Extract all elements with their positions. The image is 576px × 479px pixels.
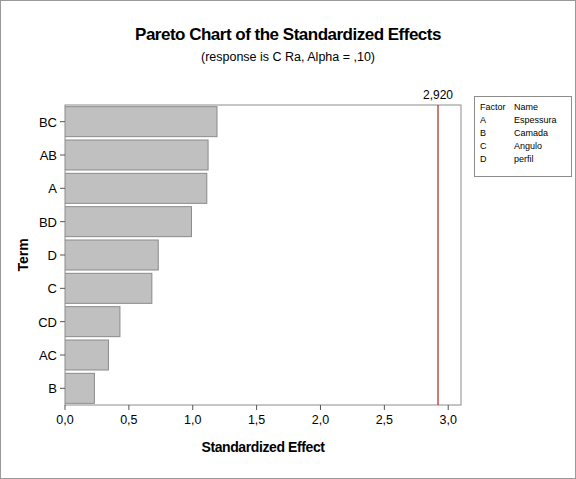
factor-table-header: Factor xyxy=(480,102,506,112)
bar xyxy=(65,373,94,403)
y-tick-label: C xyxy=(48,281,57,296)
bar xyxy=(65,307,120,337)
x-tick xyxy=(256,405,257,410)
chart: Pareto Chart of the Standardized Effects… xyxy=(0,0,576,479)
y-tick-label: BC xyxy=(39,115,57,130)
y-tick-label: CD xyxy=(38,315,57,330)
subtitle: (response is C Ra, Alpha = ,10) xyxy=(201,50,375,64)
x-tick-label: 2,0 xyxy=(312,413,329,427)
x-tick-label: 0,0 xyxy=(56,413,73,427)
factor-name: perfil xyxy=(514,154,534,164)
bar xyxy=(65,173,207,203)
title: Pareto Chart of the Standardized Effects xyxy=(135,25,441,44)
x-tick-label: 1,5 xyxy=(248,413,265,427)
y-tick-label: AC xyxy=(39,348,57,363)
x-tick xyxy=(65,405,66,410)
y-tick-label: BD xyxy=(39,215,57,230)
y-tick xyxy=(60,155,65,156)
y-axis-label: Term xyxy=(15,238,31,271)
factor-name: Angulo xyxy=(514,141,542,151)
y-tick xyxy=(60,355,65,356)
factor-name: Espessura xyxy=(514,115,557,125)
background xyxy=(1,1,576,479)
bar xyxy=(65,273,152,303)
x-tick-label: 0,5 xyxy=(120,413,137,427)
x-tick xyxy=(448,405,449,410)
x-tick-label: 1,0 xyxy=(184,413,201,427)
factor-code: A xyxy=(480,115,486,125)
reference-label: 2,920 xyxy=(423,88,453,102)
bar xyxy=(65,207,191,237)
bar xyxy=(65,340,108,370)
y-tick xyxy=(60,221,65,222)
x-axis-label: Standardized Effect xyxy=(201,439,325,455)
y-tick xyxy=(60,255,65,256)
y-tick xyxy=(60,388,65,389)
x-tick xyxy=(384,405,385,410)
x-tick xyxy=(128,405,129,410)
x-tick-label: 3,0 xyxy=(440,413,457,427)
factor-table-header: Name xyxy=(514,102,538,112)
factor-code: B xyxy=(480,128,486,138)
y-tick-label: D xyxy=(48,248,57,263)
x-tick xyxy=(192,405,193,410)
factor-code: C xyxy=(480,141,487,151)
y-tick-label: AB xyxy=(40,148,57,163)
bar xyxy=(65,240,158,270)
reference-line xyxy=(437,105,438,405)
bars xyxy=(65,105,438,405)
factor-code: D xyxy=(480,154,487,164)
y-tick-label: A xyxy=(48,181,57,196)
x-tick-label: 2,5 xyxy=(376,413,393,427)
plot-frame xyxy=(65,105,461,405)
y-tick xyxy=(60,321,65,322)
y-tick-label: B xyxy=(48,381,57,396)
y-tick xyxy=(60,288,65,289)
bar xyxy=(65,140,208,170)
factor-table-box xyxy=(475,97,572,177)
y-tick xyxy=(60,121,65,122)
factor-name: Camada xyxy=(514,128,548,138)
x-tick xyxy=(320,405,321,410)
bar xyxy=(65,107,217,137)
y-tick xyxy=(60,188,65,189)
